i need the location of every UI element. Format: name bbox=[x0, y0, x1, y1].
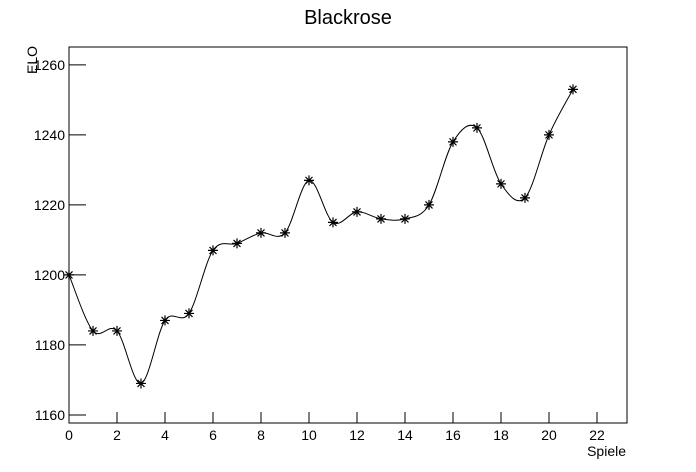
x-tick-label: 2 bbox=[113, 427, 121, 443]
marker bbox=[496, 178, 506, 189]
marker bbox=[208, 245, 218, 256]
y-tick-label: 1180 bbox=[35, 337, 65, 353]
marker bbox=[376, 213, 386, 224]
y-axis-label: ELO bbox=[24, 46, 40, 74]
x-tick-label: 14 bbox=[397, 427, 413, 443]
x-axis-label: Spiele bbox=[587, 443, 626, 459]
marker bbox=[520, 192, 530, 203]
marker bbox=[328, 217, 338, 228]
x-tick-label: 12 bbox=[349, 427, 365, 443]
x-tick-label: 0 bbox=[65, 427, 73, 443]
marker bbox=[448, 136, 458, 147]
marker bbox=[400, 213, 410, 224]
marker bbox=[160, 315, 170, 326]
y-tick-label: 1260 bbox=[34, 57, 65, 73]
y-tick-label: 1160 bbox=[35, 407, 65, 423]
marker bbox=[304, 175, 314, 186]
y-tick-label: 1220 bbox=[34, 197, 65, 213]
chart-title: Blackrose bbox=[304, 7, 392, 29]
marker bbox=[88, 325, 98, 336]
y-tick-label: 1200 bbox=[34, 267, 65, 283]
x-tick-label: 22 bbox=[589, 427, 605, 443]
x-tick-label: 6 bbox=[209, 427, 217, 443]
marker bbox=[568, 84, 578, 95]
marker bbox=[184, 308, 194, 319]
marker bbox=[256, 227, 266, 238]
y-tick-label: 1240 bbox=[34, 127, 65, 143]
marker bbox=[352, 206, 362, 217]
x-tick-label: 18 bbox=[493, 427, 509, 443]
marker bbox=[112, 325, 122, 336]
marker bbox=[64, 269, 74, 280]
marker bbox=[280, 227, 290, 238]
plot-frame bbox=[68, 46, 628, 424]
x-tick-label: 10 bbox=[301, 427, 317, 443]
marker bbox=[472, 122, 482, 133]
marker bbox=[544, 129, 554, 140]
x-tick-label: 16 bbox=[445, 427, 461, 443]
marker bbox=[424, 199, 434, 210]
marker bbox=[232, 238, 242, 249]
line bbox=[68, 89, 574, 384]
x-tick-label: 8 bbox=[257, 427, 265, 443]
marker bbox=[136, 378, 146, 389]
x-tick-label: 4 bbox=[161, 427, 169, 443]
x-tick-label: 20 bbox=[541, 427, 557, 443]
